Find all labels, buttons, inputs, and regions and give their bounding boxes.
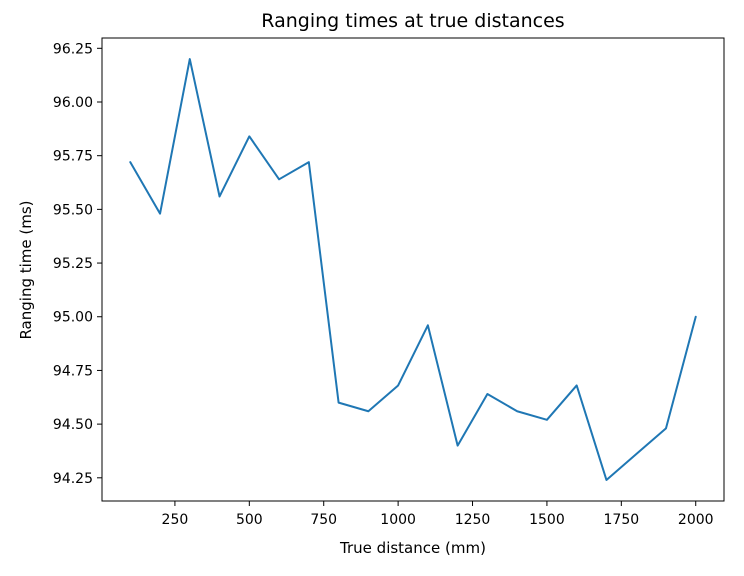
data-point bbox=[129, 161, 131, 163]
x-tick-label: 500 bbox=[236, 512, 263, 528]
data-point bbox=[486, 393, 488, 395]
data-point bbox=[159, 213, 161, 215]
plot-frame bbox=[101, 37, 725, 502]
data-point bbox=[278, 178, 280, 180]
x-tick-label: 1250 bbox=[455, 512, 491, 528]
x-tick-label: 1750 bbox=[604, 512, 640, 528]
data-point bbox=[516, 410, 518, 412]
y-tick-label: 94.50 bbox=[53, 417, 93, 433]
data-point bbox=[665, 427, 667, 429]
y-tick-label: 94.75 bbox=[53, 363, 93, 379]
data-layer bbox=[129, 58, 697, 481]
data-point bbox=[695, 316, 697, 318]
data-point bbox=[189, 58, 191, 60]
x-tick-label: 750 bbox=[310, 512, 337, 528]
y-tick-label: 95.00 bbox=[53, 310, 93, 326]
data-point bbox=[367, 410, 369, 412]
data-point bbox=[546, 419, 548, 421]
data-point bbox=[219, 195, 221, 197]
x-tick-label: 250 bbox=[162, 512, 189, 528]
y-axis-label: Ranging time (ms) bbox=[17, 200, 35, 339]
y-tick-label: 95.75 bbox=[53, 149, 93, 165]
y-tick-label: 96.00 bbox=[53, 95, 93, 111]
data-point bbox=[635, 453, 637, 455]
y-tick-label: 95.25 bbox=[53, 256, 93, 272]
x-axis: 250 500 750 1000 1250 1500 1750 2000 bbox=[162, 501, 714, 528]
data-point bbox=[576, 384, 578, 386]
data-point bbox=[605, 479, 607, 481]
series-line bbox=[129, 58, 697, 481]
y-tick-label: 96.25 bbox=[53, 41, 93, 57]
data-point bbox=[308, 161, 310, 163]
data-point bbox=[397, 384, 399, 386]
x-tick-label: 1000 bbox=[380, 512, 416, 528]
y-axis: 94.25 94.50 94.75 95.00 95.25 95.50 95.75 96.00… bbox=[53, 41, 102, 487]
data-point bbox=[457, 445, 459, 447]
data-point bbox=[338, 402, 340, 404]
y-tick-label: 94.25 bbox=[53, 471, 93, 487]
chart-title: Ranging times at true distances bbox=[261, 10, 564, 32]
x-axis-label: True distance (mm) bbox=[339, 539, 486, 557]
data-point bbox=[427, 324, 429, 326]
data-point bbox=[248, 135, 250, 137]
x-tick-label: 1500 bbox=[529, 512, 565, 528]
y-tick-label: 95.50 bbox=[53, 202, 93, 218]
plot-area bbox=[101, 37, 725, 502]
x-tick-label: 2000 bbox=[678, 512, 714, 528]
